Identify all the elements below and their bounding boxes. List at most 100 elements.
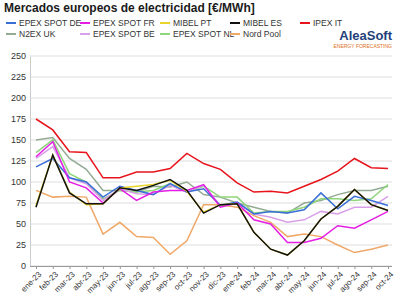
x-tick-label: ene-23	[19, 269, 43, 293]
grid-line	[30, 161, 392, 162]
y-axis: 0 25 50 75 100 125 150 175 200 225 250	[11, 51, 31, 271]
series-line	[36, 190, 388, 254]
legend-item: EPEX SPOT NL	[160, 29, 235, 39]
legend-label: MIBEL PT	[173, 18, 211, 28]
legend-swatch	[300, 22, 310, 24]
y-tick-label: 150	[11, 135, 26, 145]
y-tick-label: 125	[11, 156, 26, 166]
x-tick-mark	[120, 266, 121, 269]
x-tick: may-23	[85, 266, 111, 295]
y-tick: 150	[11, 135, 30, 145]
grid-line	[30, 56, 392, 57]
legend-label: EPEX SPOT FR	[93, 18, 155, 28]
y-tick: 50	[16, 219, 30, 229]
grid-line	[30, 266, 392, 267]
y-tick-label: 25	[16, 240, 26, 250]
x-tick-mark	[86, 266, 87, 269]
x-tick: sep-24	[355, 266, 379, 293]
x-tick-label: mar-23	[53, 269, 78, 294]
lines	[36, 119, 388, 255]
legend-swatch	[80, 33, 90, 35]
y-tick: 175	[11, 114, 30, 124]
legend-swatch	[6, 33, 16, 35]
x-tick-label: jun-23	[104, 269, 127, 292]
x-tick-label: ene-24	[220, 269, 244, 293]
x-tick-mark	[371, 266, 372, 269]
legend-item: EPEX SPOT DE	[6, 18, 82, 28]
x-tick-label: may-23	[85, 269, 111, 295]
legend-label: EPEX SPOT NL	[173, 29, 235, 39]
legend-item: IPEX IT	[300, 18, 342, 28]
legend-item: MIBEL ES	[230, 18, 282, 28]
series-line	[36, 147, 388, 223]
x-tick-mark	[70, 266, 71, 269]
y-tick: 0	[21, 261, 30, 271]
title: Mercados europeos de electricidad [€/MWh…	[4, 1, 255, 15]
y-tick-label: 250	[11, 51, 26, 61]
x-tick-mark	[304, 266, 305, 269]
x-tick: jun-23	[104, 266, 127, 293]
x-tick: oct-24	[373, 266, 395, 292]
y-tick-label: 75	[16, 198, 26, 208]
y-tick: 75	[16, 198, 30, 208]
x-tick-label: jun-24	[305, 269, 328, 292]
y-tick-label: 225	[11, 72, 26, 82]
y-axis-line	[30, 57, 31, 267]
y-tick-label: 0	[21, 261, 26, 271]
x-tick-mark	[254, 266, 255, 269]
legend-item: Nord Pool	[230, 29, 281, 39]
y-tick: 125	[11, 156, 30, 166]
series-line	[36, 119, 388, 193]
chart: Mercados europeos de electricidad [€/MWh…	[0, 0, 400, 300]
logo-subtext: ENERGY FORECASTING	[333, 43, 392, 49]
x-tick-mark	[137, 266, 138, 269]
y-tick-label: 50	[16, 219, 26, 229]
x-tick-mark	[103, 266, 104, 269]
grid	[30, 56, 392, 266]
legend-swatch	[160, 22, 170, 24]
x-tick-label: oct-24	[373, 269, 395, 291]
grid-line	[30, 140, 392, 141]
x-tick-mark	[271, 266, 272, 269]
x-tick-mark	[338, 266, 339, 269]
y-tick: 250	[11, 51, 30, 61]
legend-label: EPEX SPOT DE	[19, 18, 82, 28]
legend: EPEX SPOT DE EPEX SPOT FR MIBEL PT MIBEL ES…	[6, 18, 342, 39]
legend-label: Nord Pool	[243, 29, 281, 39]
x-tick-mark	[287, 266, 288, 269]
y-tick: 25	[16, 240, 30, 250]
legend-label: N2EX UK	[19, 29, 56, 39]
legend-item: EPEX SPOT FR	[80, 18, 155, 28]
legend-label: IPEX IT	[313, 18, 342, 28]
x-tick-label: nov-23	[187, 269, 211, 293]
x-axis-line	[30, 266, 392, 267]
x-tick: ene-24	[220, 266, 244, 294]
x-tick: nov-23	[187, 266, 211, 293]
x-tick: may-24	[286, 266, 312, 295]
x-tick-label: sep-24	[355, 269, 379, 293]
grid-line	[30, 77, 392, 78]
x-tick-mark	[53, 266, 54, 269]
y-tick-label: 175	[11, 114, 26, 124]
logo-text: AleaSoft	[339, 28, 392, 43]
legend-swatch	[80, 22, 90, 24]
x-tick-mark	[36, 266, 37, 269]
x-tick-mark	[153, 266, 154, 269]
legend-item: EPEX SPOT BE	[80, 29, 155, 39]
y-tick-label: 200	[11, 93, 26, 103]
grid-line	[30, 98, 392, 99]
x-tick-mark	[220, 266, 221, 269]
legend-swatch	[230, 22, 240, 24]
x-tick-label: may-24	[286, 269, 312, 295]
y-tick: 225	[11, 72, 30, 82]
legend-item: MIBEL PT	[160, 18, 211, 28]
x-tick-mark	[237, 266, 238, 269]
y-tick: 100	[11, 177, 30, 187]
legend-label: MIBEL ES	[243, 18, 282, 28]
x-tick-mark	[321, 266, 322, 269]
x-tick-mark	[354, 266, 355, 269]
legend-swatch	[160, 33, 170, 35]
x-tick-mark	[170, 266, 171, 269]
series-line	[36, 155, 388, 255]
y-tick: 200	[11, 93, 30, 103]
